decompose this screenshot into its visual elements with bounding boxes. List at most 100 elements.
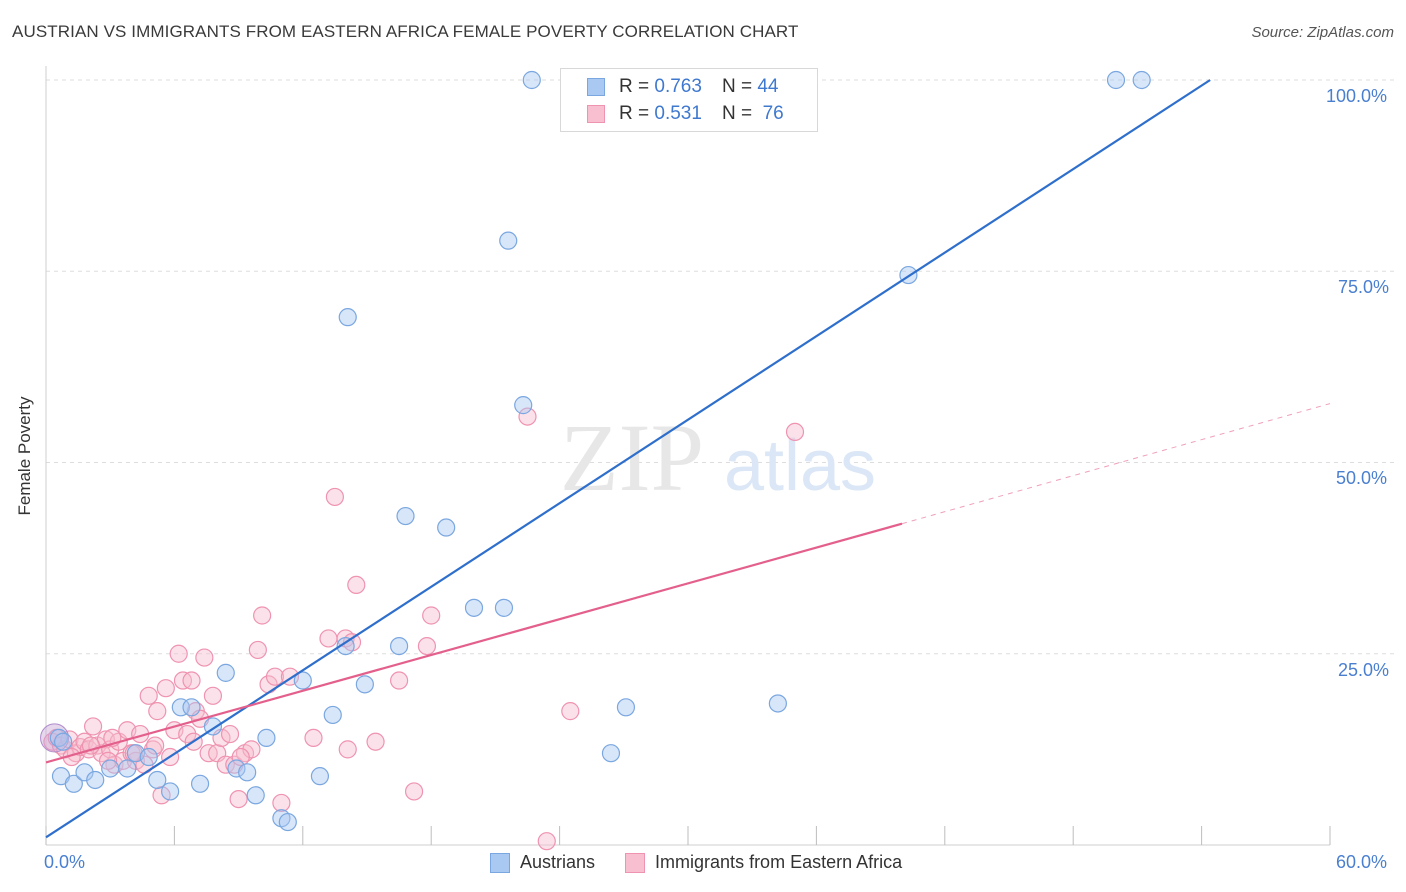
data-point-austrians <box>246 786 265 805</box>
data-point-austrians <box>499 231 518 250</box>
data-point-austrians <box>216 663 235 682</box>
data-point-immigrants <box>325 487 344 507</box>
data-point-immigrants <box>347 575 366 595</box>
data-point-austrians <box>336 636 355 656</box>
data-point-austrians <box>293 671 312 690</box>
legend-r-value: 0.763 <box>654 76 702 97</box>
legend-label-immigrants: Immigrants from Eastern Africa <box>655 852 903 872</box>
legend-r-label: R = <box>619 76 650 97</box>
data-point-austrians <box>257 728 276 748</box>
data-point-immigrants <box>248 640 267 660</box>
source-label: Source: ZipAtlas.com <box>1251 24 1394 41</box>
legend-row-austrians: R = 0.763 N = 44 <box>587 75 778 99</box>
legend-r-value: 0.531 <box>654 103 702 124</box>
data-point-austrians <box>514 396 533 415</box>
chart-title: AUSTRIAN VS IMMIGRANTS FROM EASTERN AFRI… <box>12 22 799 41</box>
data-point-immigrants <box>785 422 805 441</box>
data-point-immigrants <box>231 747 250 767</box>
data-point-immigrants <box>338 740 357 759</box>
data-point-immigrants <box>304 728 323 748</box>
data-point-immigrants <box>139 686 158 705</box>
data-point-austrians <box>494 598 514 617</box>
legend-swatch-immigrants <box>625 852 646 873</box>
data-point-immigrants <box>83 717 103 736</box>
data-point-austrians <box>101 759 120 778</box>
data-point-immigrants <box>229 789 248 809</box>
data-point-austrians <box>396 506 415 526</box>
data-point-immigrants <box>319 629 338 648</box>
watermark: ZIP atlas <box>560 404 876 511</box>
data-point-immigrants <box>390 671 409 690</box>
series-legend: Austrians Immigrants from Eastern Africa <box>490 852 932 873</box>
legend-n-value: 44 <box>757 76 779 97</box>
data-point-austrians <box>522 70 541 90</box>
data-point-immigrants <box>561 702 580 721</box>
y-axis-label: Female Poverty <box>15 396 34 516</box>
data-point-austrians <box>86 770 105 790</box>
data-point-immigrants <box>404 782 424 801</box>
legend-swatch-pink <box>587 105 605 123</box>
data-point-austrians <box>190 774 210 793</box>
legend-n-value: 76 <box>762 103 784 124</box>
data-point-immigrants <box>537 832 556 851</box>
y-tick-label-25: 25.0% <box>1338 660 1390 680</box>
data-point-austrians <box>161 782 180 801</box>
data-point-immigrants <box>182 671 201 690</box>
data-point-austrians <box>227 759 246 778</box>
data-point-austrians <box>310 767 330 786</box>
data-point-immigrants <box>169 644 188 663</box>
data-point-austrians <box>182 698 201 717</box>
data-point-austrians <box>768 694 787 713</box>
data-point-austrians <box>148 770 167 790</box>
data-point-immigrants <box>366 732 385 751</box>
data-point-immigrants <box>422 606 441 625</box>
legend-label-austrians: Austrians <box>520 852 596 872</box>
data-point-cluster <box>40 723 70 753</box>
legend-item-immigrants: Immigrants from Eastern Africa <box>625 852 902 873</box>
y-tick-label-75: 75.0% <box>1338 277 1390 297</box>
data-point-immigrants <box>417 636 437 656</box>
data-point-immigrants <box>220 724 240 744</box>
data-point-austrians <box>338 308 357 327</box>
data-point-immigrants <box>146 736 165 755</box>
legend-swatch-blue <box>587 78 605 96</box>
data-point-austrians <box>278 812 297 832</box>
data-point-immigrants <box>195 648 214 667</box>
trend-line-immigrants-extension <box>901 403 1331 525</box>
data-point-austrians <box>139 747 158 767</box>
data-point-austrians <box>238 763 257 782</box>
data-point-immigrants <box>203 686 223 705</box>
data-point-immigrants <box>272 793 291 813</box>
x-axis-ticks <box>45 826 1331 845</box>
legend-row-immigrants: R = 0.531 N = 76 <box>587 102 784 126</box>
watermark-zip: ZIP <box>560 404 704 511</box>
x-tick-label-min: 0.0% <box>44 852 86 872</box>
y-tick-label-50: 50.0% <box>1336 468 1388 488</box>
data-point-austrians <box>355 675 374 694</box>
y-tick-label-100: 100.0% <box>1326 86 1388 106</box>
data-point-austrians <box>64 774 83 793</box>
legend-n-label: N = <box>721 103 753 124</box>
trend-line-immigrants <box>45 522 903 764</box>
legend-item-austrians: Austrians <box>490 852 595 873</box>
grid-lines <box>45 66 1395 846</box>
data-point-austrians <box>323 705 342 725</box>
data-point-austrians <box>171 698 190 717</box>
data-point-austrians <box>437 518 456 537</box>
series-austrians-points <box>49 70 1151 832</box>
data-point-austrians <box>464 598 484 617</box>
x-tick-label-max: 60.0% <box>1336 852 1388 872</box>
stats-legend: R = 0.763 N = 44 R = 0.531 N = 76 <box>560 68 818 132</box>
data-point-austrians <box>118 759 137 778</box>
data-point-austrians <box>54 732 73 751</box>
data-point-austrians <box>616 698 636 717</box>
data-point-austrians <box>1132 70 1151 90</box>
trend-line-austrians <box>45 79 1211 839</box>
data-point-immigrants <box>265 667 285 686</box>
data-point-austrians <box>601 744 621 763</box>
data-point-immigrants <box>253 606 272 625</box>
legend-n-label: N = <box>721 76 753 97</box>
data-point-immigrants <box>148 702 167 721</box>
data-point-immigrants <box>156 679 175 698</box>
